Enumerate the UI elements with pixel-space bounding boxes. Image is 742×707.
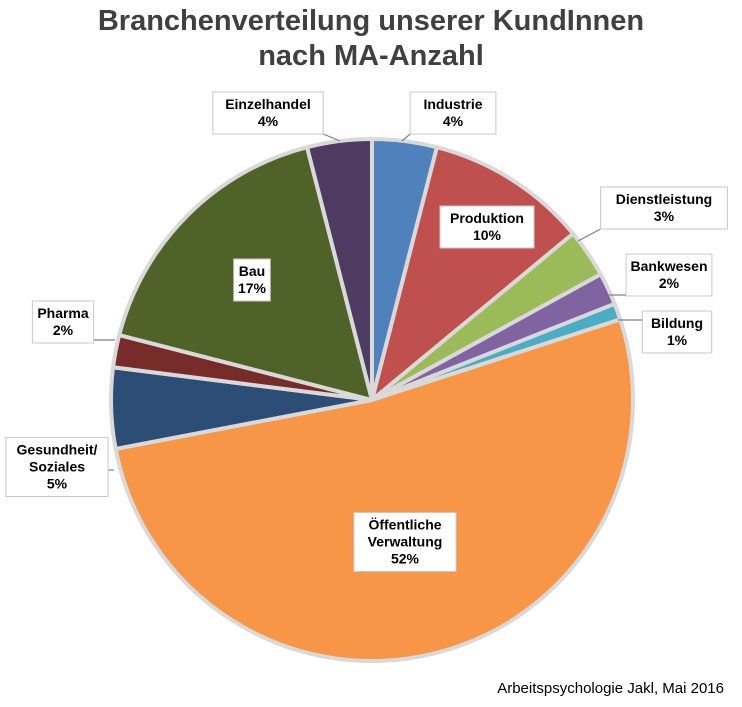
label-box <box>5 437 109 497</box>
label-box <box>353 512 457 572</box>
slice-percent: 10% <box>473 227 502 243</box>
slice-name: Dienstleistung <box>616 191 712 207</box>
slice-name: Gesundheit/ <box>17 442 98 458</box>
label-box <box>641 310 713 354</box>
slice-percent: 5% <box>47 476 68 492</box>
slice-percent: 1% <box>667 332 688 348</box>
slice-percent: 4% <box>258 113 279 129</box>
label-box <box>439 205 535 249</box>
leader-line-10 <box>322 133 341 142</box>
label-box <box>409 91 497 135</box>
slice-percent: 3% <box>654 208 675 224</box>
slice-name: Öffentliche <box>368 517 441 533</box>
pie-slice-6 <box>113 317 635 663</box>
label-box <box>31 300 95 344</box>
slice-name: Bildung <box>651 315 703 331</box>
slice-name: Bau <box>239 263 265 279</box>
label-box <box>233 258 271 302</box>
slice-name: Produktion <box>450 210 524 226</box>
slice-name: Verwaltung <box>368 534 443 550</box>
slice-name: Einzelhandel <box>225 96 311 112</box>
slice-percent: 52% <box>391 551 420 567</box>
chart-title-line-2: nach MA-Anzahl <box>258 40 484 72</box>
leader-line-1 <box>401 133 411 142</box>
label-box <box>212 91 324 135</box>
slice-percent: 2% <box>659 275 680 291</box>
chart-title-line-1: Branchenverteilung unserer KundInnen <box>97 5 645 37</box>
slice-percent: 2% <box>53 322 74 338</box>
slice-name: Pharma <box>37 305 89 321</box>
label-box <box>600 186 728 230</box>
source-note: Arbeitspsychologie Jakl, Mai 2016 <box>497 680 724 697</box>
slice-percent: 17% <box>238 280 267 296</box>
slice-name: Bankwesen <box>630 258 707 274</box>
slice-name: Industrie <box>423 96 482 112</box>
chart-title: Branchenverteilung unserer KundInnen nac… <box>0 4 742 74</box>
label-box <box>625 253 713 297</box>
leader-line-3 <box>577 228 601 242</box>
slice-percent: 4% <box>443 113 464 129</box>
slice-name: Soziales <box>29 459 85 475</box>
